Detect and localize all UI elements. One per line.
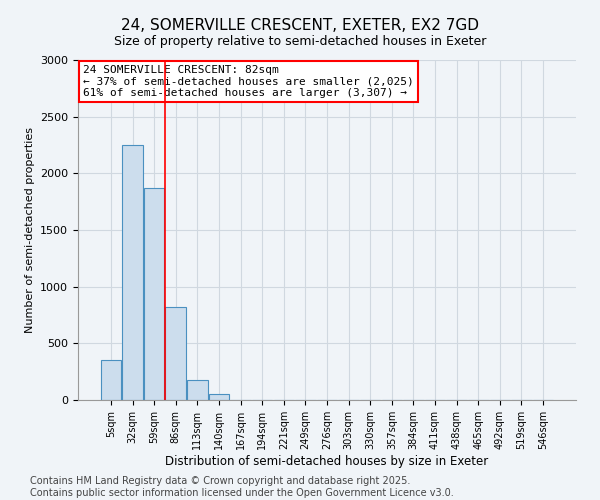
Bar bbox=[166, 307, 186, 400]
Bar bbox=[144, 188, 164, 400]
Bar bbox=[122, 145, 143, 400]
Text: Size of property relative to semi-detached houses in Exeter: Size of property relative to semi-detach… bbox=[114, 35, 486, 48]
X-axis label: Distribution of semi-detached houses by size in Exeter: Distribution of semi-detached houses by … bbox=[166, 454, 488, 468]
Bar bbox=[209, 394, 229, 400]
Bar bbox=[101, 360, 121, 400]
Text: Contains HM Land Registry data © Crown copyright and database right 2025.
Contai: Contains HM Land Registry data © Crown c… bbox=[30, 476, 454, 498]
Y-axis label: Number of semi-detached properties: Number of semi-detached properties bbox=[25, 127, 35, 333]
Text: 24, SOMERVILLE CRESCENT, EXETER, EX2 7GD: 24, SOMERVILLE CRESCENT, EXETER, EX2 7GD bbox=[121, 18, 479, 32]
Text: 24 SOMERVILLE CRESCENT: 82sqm
← 37% of semi-detached houses are smaller (2,025)
: 24 SOMERVILLE CRESCENT: 82sqm ← 37% of s… bbox=[83, 65, 414, 98]
Bar bbox=[187, 380, 208, 400]
